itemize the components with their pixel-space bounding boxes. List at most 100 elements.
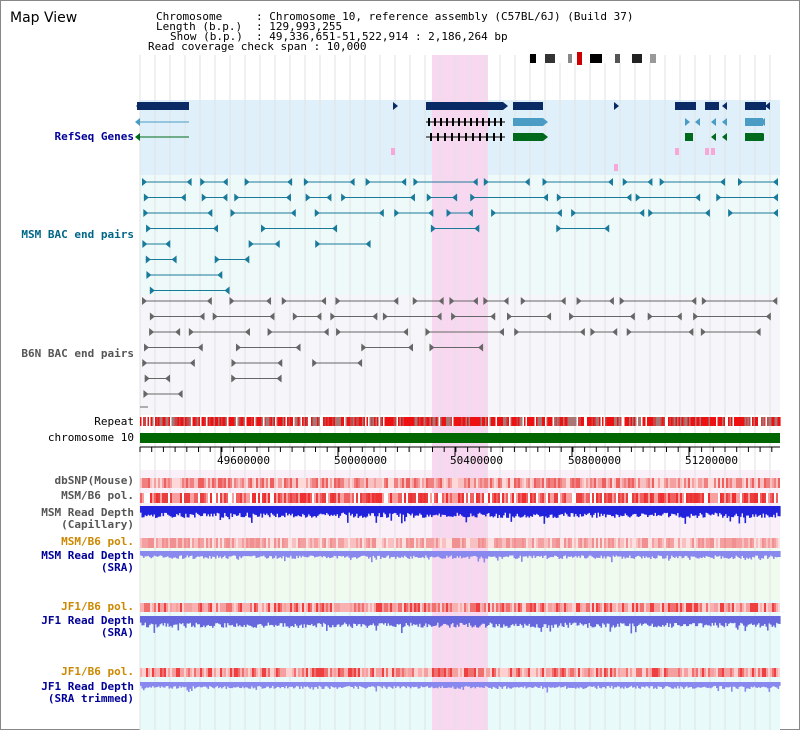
heat-mark [400, 493, 402, 503]
heat-mark [212, 538, 214, 548]
repeat-mark [341, 417, 343, 426]
depth-bar [426, 506, 429, 515]
bac-end [626, 328, 632, 336]
heat-mark [582, 493, 584, 503]
depth-bar [504, 506, 507, 513]
track-label-dbsnp[interactable]: dbSNP(Mouse) [54, 474, 134, 487]
heat-mark [660, 668, 662, 677]
heat-mark [652, 478, 654, 488]
heat-mark [608, 603, 610, 612]
depth-bar [710, 506, 712, 516]
depth-bar [201, 506, 204, 516]
depth-bar [539, 682, 541, 688]
heat-mark [266, 603, 268, 612]
track-label-refseq[interactable]: RefSeq Genes [54, 130, 134, 143]
heat-mark [194, 478, 196, 488]
track-label-msm-b6-pol-sra[interactable]: MSM/B6 pol. [61, 535, 134, 548]
depth-bar [291, 682, 294, 687]
bac-end [520, 297, 526, 305]
depth-bar [708, 506, 711, 515]
heat-mark [730, 603, 732, 612]
bac-end [704, 209, 710, 217]
heat-mark [746, 603, 748, 612]
depth-bar [612, 616, 615, 626]
heat-mark [144, 478, 146, 488]
depth-bar [509, 682, 511, 689]
track-label-msm-bac[interactable]: MSM BAC end pairs [21, 228, 134, 241]
track-label-msm-b6-pol[interactable]: MSM/B6 pol. [61, 489, 134, 502]
depth-bar [441, 506, 444, 515]
heat-mark [272, 603, 274, 612]
depth-bar [414, 682, 417, 687]
track-label-jf1-b6-pol[interactable]: JF1/B6 pol. [61, 600, 134, 613]
depth-bar [224, 506, 226, 514]
depth-bar [485, 616, 487, 628]
depth-bar [210, 616, 213, 626]
heat-mark [660, 603, 662, 612]
heat-mark [306, 538, 308, 548]
heat-mark [258, 603, 260, 612]
gene-exon [488, 118, 490, 126]
bac-end [446, 209, 452, 217]
heat-mark [264, 478, 266, 488]
depth-bar [323, 682, 325, 689]
heat-mark [214, 668, 216, 677]
track-label-msm-depth-cap[interactable]: MSM Read Depth [41, 506, 134, 519]
repeat-mark [666, 417, 669, 426]
depth-bar [615, 506, 618, 515]
heat-mark [276, 538, 278, 548]
depth-bar [540, 682, 543, 687]
depth-bar [497, 506, 499, 518]
depth-bar [510, 506, 513, 522]
depth-bar [776, 616, 778, 623]
depth-bar [308, 682, 310, 688]
track-label-jf1-b6-pol-2[interactable]: JF1/B6 pol. [61, 665, 134, 678]
heat-mark [174, 603, 176, 612]
depth-bar [432, 506, 435, 516]
depth-bar [278, 506, 280, 518]
heat-mark [670, 493, 672, 503]
gene-exon [446, 118, 448, 126]
repeat-mark [569, 417, 571, 426]
repeat-mark [167, 417, 169, 426]
repeat-mark [560, 417, 562, 426]
heat-mark [232, 668, 234, 677]
bac-end [149, 286, 155, 295]
depth-bar [369, 682, 372, 687]
depth-bar [719, 616, 721, 624]
heat-mark [564, 493, 566, 503]
depth-bar [366, 682, 369, 688]
depth-bar [186, 506, 189, 518]
heat-mark [470, 538, 472, 548]
heat-mark [602, 493, 604, 503]
depth-bar [306, 551, 309, 558]
depth-bar [639, 682, 642, 689]
heat-mark [706, 478, 708, 488]
track-label-jf1-trim[interactable]: JF1 Read Depth [41, 680, 134, 693]
track-label-jf1-depth[interactable]: JF1 Read Depth [41, 614, 134, 627]
depth-bar [251, 506, 253, 523]
heat-mark [390, 603, 392, 612]
depth-bar [204, 506, 207, 514]
depth-bar [711, 506, 714, 515]
depth-bar [188, 506, 190, 518]
track-label-msm-depth-sra[interactable]: MSM Read Depth [41, 549, 134, 562]
track-label-b6n-bac[interactable]: B6N BAC end pairs [21, 347, 134, 360]
repeat-mark [458, 417, 460, 426]
depth-bar [291, 616, 294, 626]
repeat-mark [282, 417, 285, 426]
heat-mark [486, 538, 488, 548]
heat-mark [732, 493, 734, 503]
depth-bar [378, 616, 381, 624]
depth-bar [726, 616, 729, 627]
depth-bar [327, 551, 330, 557]
heat-mark [674, 603, 676, 612]
depth-bar [554, 551, 556, 556]
depth-bar [185, 682, 187, 687]
depth-bar [272, 616, 274, 626]
gene-block [675, 102, 696, 110]
depth-bar [765, 551, 768, 556]
depth-bar [359, 506, 361, 517]
heat-mark [468, 478, 470, 488]
